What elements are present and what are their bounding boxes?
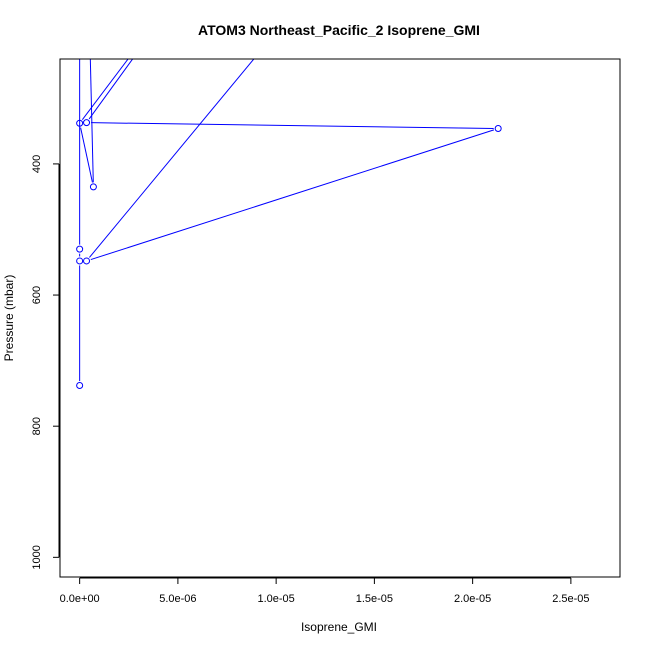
data-point (76, 245, 84, 253)
plot-frame (59, 58, 621, 578)
chart-title: ATOM3 Northeast_Pacific_2 Isoprene_GMI (198, 22, 480, 38)
x-tick-label: 5.0e-06 (159, 593, 196, 605)
series-segment (80, 127, 93, 183)
series-segment (88, 59, 134, 120)
x-axis: 0.0e+00 5.0e-06 1.0e-05 1.5e-05 2.0e-05 2.5e-… (60, 577, 590, 605)
x-tick-label: 2.0e-05 (454, 593, 491, 605)
data-point (494, 125, 502, 133)
series-segment (89, 59, 255, 258)
plot-area (76, 59, 502, 390)
data-point (76, 382, 84, 390)
data-point (76, 119, 84, 127)
data-point (89, 183, 97, 191)
y-axis: 400 600 800 1000 (31, 155, 60, 570)
y-tick-label: 600 (31, 286, 43, 304)
series-segment (90, 129, 495, 261)
y-axis-label: Pressure (mbar) (2, 275, 16, 362)
series-segment (89, 59, 94, 183)
y-tick-label: 1000 (31, 545, 43, 569)
x-tick-label: 0.0e+00 (60, 593, 100, 605)
x-tick-label: 1.5e-05 (356, 593, 393, 605)
x-tick-label: 1.0e-05 (257, 593, 294, 605)
data-point (83, 119, 91, 127)
series-segment (81, 59, 129, 120)
data-point (83, 257, 91, 265)
series-segment (91, 122, 494, 129)
x-axis-label: Isoprene_GMI (301, 620, 377, 634)
y-tick-label: 800 (31, 417, 43, 435)
data-point (76, 257, 84, 265)
y-tick-label: 400 (31, 155, 43, 173)
x-tick-label: 2.5e-05 (552, 593, 589, 605)
